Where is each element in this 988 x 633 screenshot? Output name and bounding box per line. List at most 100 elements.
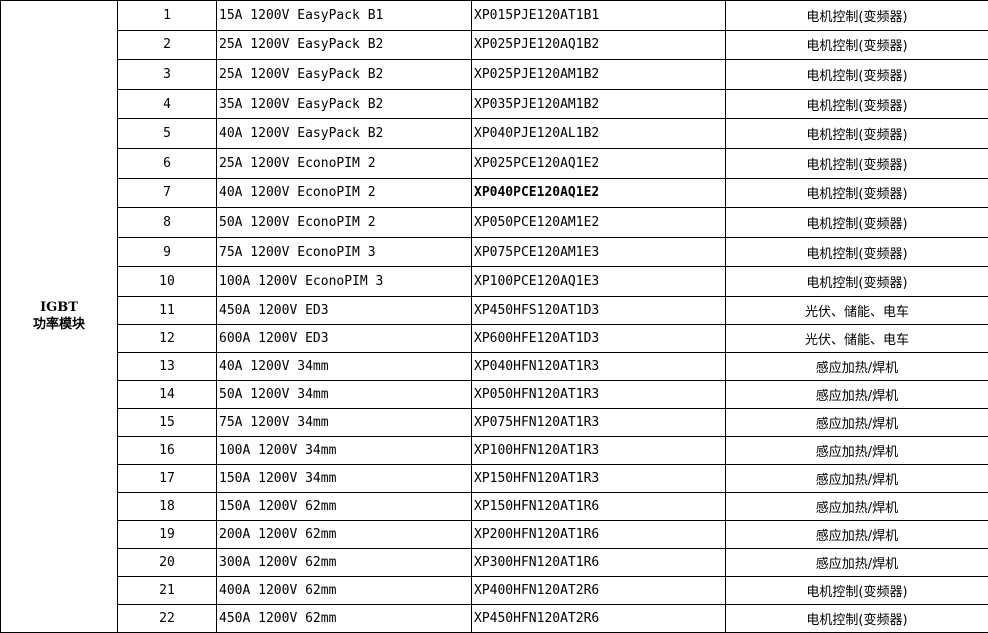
application-cell: 电机控制(变频器) <box>725 266 988 297</box>
row-number-cell: 17 <box>117 463 217 493</box>
row-number-cell: 6 <box>117 147 217 179</box>
application-cell: 光伏、储能、电车 <box>725 295 988 325</box>
category-line2: 功率模块 <box>32 317 85 333</box>
application-cell: 电机控制(变频器) <box>725 0 988 31</box>
spec-cell: 300A 1200V 62mm <box>216 547 472 577</box>
part-number-cell: XP600HFE120AT1D3 <box>471 323 726 353</box>
part-number-cell: XP035PJE120AM1B2 <box>471 88 726 120</box>
part-number-cell: XP450HFS120AT1D3 <box>471 295 726 325</box>
part-number-cell: XP050HFN120AT1R3 <box>471 379 726 409</box>
part-number-cell: XP400HFN120AT2R6 <box>471 575 726 605</box>
table-row: 22 450A 1200V 62mm XP450HFN120AT2R6 电机控制(变频… <box>1 603 988 633</box>
spec-cell: 75A 1200V 34mm <box>216 407 472 437</box>
category-line1: IGBT <box>40 300 78 316</box>
application-cell: 感应加热/焊机 <box>725 547 988 577</box>
table-row: 16 100A 1200V 34mm XP100HFN120AT1R3 感应加热/焊机 <box>1 435 988 465</box>
row-number-cell: 18 <box>117 491 217 521</box>
spec-cell: 100A 1200V EconoPIM 3 <box>216 266 472 297</box>
application-cell: 电机控制(变频器) <box>725 177 988 209</box>
spec-cell: 150A 1200V 34mm <box>216 463 472 493</box>
row-number-cell: 15 <box>117 407 217 437</box>
row-number-cell: 8 <box>117 207 217 238</box>
table-row: 4 35A 1200V EasyPack B2 XP035PJE120AM1B2 电机… <box>1 88 988 120</box>
spec-cell: 25A 1200V EconoPIM 2 <box>216 147 472 179</box>
spec-cell: 450A 1200V ED3 <box>216 295 472 325</box>
spec-cell: 150A 1200V 62mm <box>216 491 472 521</box>
part-number-cell: XP200HFN120AT1R6 <box>471 519 726 549</box>
table-row: 17 150A 1200V 34mm XP150HFN120AT1R3 感应加热/焊机 <box>1 463 988 493</box>
spec-cell: 75A 1200V EconoPIM 3 <box>216 236 472 268</box>
application-cell: 电机控制(变频器) <box>725 88 988 120</box>
table-row: 9 75A 1200V EconoPIM 3 XP075PCE120AM1E3 电机控… <box>1 236 988 268</box>
spec-cell: 25A 1200V EasyPack B2 <box>216 59 472 90</box>
table-row: 19 200A 1200V 62mm XP200HFN120AT1R6 感应加热/焊机 <box>1 519 988 549</box>
part-number-cell: XP150HFN120AT1R6 <box>471 491 726 521</box>
part-number-cell: XP040PJE120AL1B2 <box>471 118 726 149</box>
spec-cell: 600A 1200V ED3 <box>216 323 472 353</box>
row-number-cell: 14 <box>117 379 217 409</box>
row-number-cell: 3 <box>117 59 217 90</box>
application-cell: 电机控制(变频器) <box>725 603 988 633</box>
row-number-cell: 11 <box>117 295 217 325</box>
table-row: 18 150A 1200V 62mm XP150HFN120AT1R6 感应加热/焊机 <box>1 491 988 521</box>
part-number-cell: XP300HFN120AT1R6 <box>471 547 726 577</box>
row-number-cell: 16 <box>117 435 217 465</box>
table-row: 8 50A 1200V EconoPIM 2 XP050PCE120AM1E2 电机控… <box>1 207 988 238</box>
row-number-cell: 19 <box>117 519 217 549</box>
application-cell: 感应加热/焊机 <box>725 351 988 381</box>
spec-cell: 200A 1200V 62mm <box>216 519 472 549</box>
row-number-cell: 5 <box>117 118 217 149</box>
application-cell: 光伏、储能、电车 <box>725 323 988 353</box>
table-row: 10 100A 1200V EconoPIM 3 XP100PCE120AQ1E3 电… <box>1 266 988 297</box>
row-number-cell: 10 <box>117 266 217 297</box>
application-cell: 电机控制(变频器) <box>725 236 988 268</box>
table-row: 21 400A 1200V 62mm XP400HFN120AT2R6 电机控制(变频… <box>1 575 988 605</box>
row-number-cell: 4 <box>117 88 217 120</box>
table-row: 5 40A 1200V EasyPack B2 XP040PJE120AL1B2 电机… <box>1 118 988 149</box>
part-number-cell: XP040HFN120AT1R3 <box>471 351 726 381</box>
table-row: 6 25A 1200V EconoPIM 2 XP025PCE120AQ1E2 电机控… <box>1 147 988 179</box>
part-number-cell: XP025PJE120AQ1B2 <box>471 29 726 61</box>
spec-cell: 25A 1200V EasyPack B2 <box>216 29 472 61</box>
table-row: 2 25A 1200V EasyPack B2 XP025PJE120AQ1B2 电机… <box>1 29 988 61</box>
table-row: 20 300A 1200V 62mm XP300HFN120AT1R6 感应加热/焊机 <box>1 547 988 577</box>
part-number-cell: XP100PCE120AQ1E3 <box>471 266 726 297</box>
table-row: 3 25A 1200V EasyPack B2 XP025PJE120AM1B2 电机… <box>1 59 988 90</box>
row-number-cell: 13 <box>117 351 217 381</box>
table-row: 15 75A 1200V 34mm XP075HFN120AT1R3 感应加热/焊机 <box>1 407 988 437</box>
row-number-cell: 2 <box>117 29 217 61</box>
part-number-cell: XP100HFN120AT1R3 <box>471 435 726 465</box>
application-cell: 感应加热/焊机 <box>725 491 988 521</box>
application-cell: 电机控制(变频器) <box>725 147 988 179</box>
spec-cell: 100A 1200V 34mm <box>216 435 472 465</box>
part-number-cell: XP025PJE120AM1B2 <box>471 59 726 90</box>
table-row: 12 600A 1200V ED3 XP600HFE120AT1D3 光伏、储能、电车 <box>1 323 988 353</box>
table-row: 11 450A 1200V ED3 XP450HFS120AT1D3 光伏、储能、电车 <box>1 295 988 325</box>
table-row: 7 40A 1200V EconoPIM 2 XP040PCE120AQ1E2 电机控… <box>1 177 988 209</box>
spec-cell: 40A 1200V EasyPack B2 <box>216 118 472 149</box>
category-cell: IGBT 功率模块 <box>0 0 118 633</box>
application-cell: 电机控制(变频器) <box>725 29 988 61</box>
row-number-cell: 7 <box>117 177 217 209</box>
application-cell: 感应加热/焊机 <box>725 379 988 409</box>
spec-cell: 35A 1200V EasyPack B2 <box>216 88 472 120</box>
application-cell: 感应加热/焊机 <box>725 407 988 437</box>
application-cell: 感应加热/焊机 <box>725 435 988 465</box>
spec-cell: 15A 1200V EasyPack B1 <box>216 0 472 31</box>
application-cell: 电机控制(变频器) <box>725 575 988 605</box>
row-number-cell: 12 <box>117 323 217 353</box>
application-cell: 电机控制(变频器) <box>725 118 988 149</box>
application-cell: 感应加热/焊机 <box>725 519 988 549</box>
spec-cell: 40A 1200V EconoPIM 2 <box>216 177 472 209</box>
row-number-cell: 9 <box>117 236 217 268</box>
part-number-cell: XP025PCE120AQ1E2 <box>471 147 726 179</box>
spec-cell: 400A 1200V 62mm <box>216 575 472 605</box>
application-cell: 电机控制(变频器) <box>725 59 988 90</box>
row-number-cell: 20 <box>117 547 217 577</box>
part-number-cell: XP450HFN120AT2R6 <box>471 603 726 633</box>
spec-cell: 50A 1200V EconoPIM 2 <box>216 207 472 238</box>
part-number-cell: XP075PCE120AM1E3 <box>471 236 726 268</box>
application-cell: 电机控制(变频器) <box>725 207 988 238</box>
